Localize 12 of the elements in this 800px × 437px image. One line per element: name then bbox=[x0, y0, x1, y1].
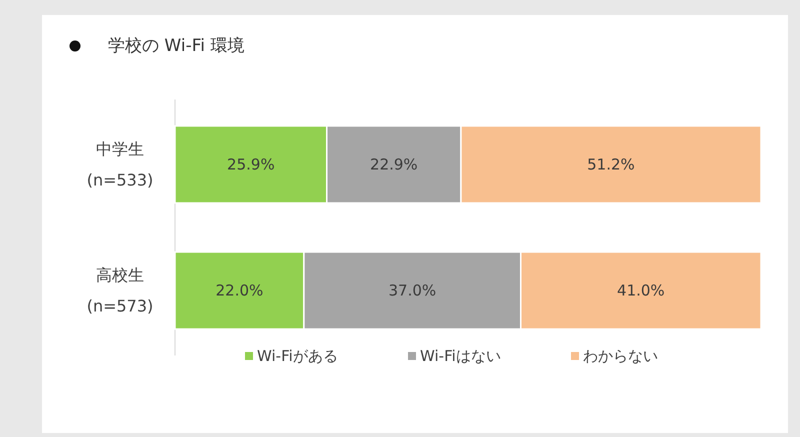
y-tick-label: 中学生 (n=533) bbox=[86, 139, 154, 190]
data-label: 37.0% bbox=[388, 282, 436, 300]
data-label: 41.0% bbox=[617, 282, 665, 300]
legend-label: わからない bbox=[583, 347, 658, 365]
data-label: 22.9% bbox=[370, 155, 418, 174]
y-tick-label: 高校生 (n=573) bbox=[86, 266, 154, 316]
data-label: 22.0% bbox=[216, 282, 264, 300]
data-label: 25.9% bbox=[227, 155, 275, 174]
data-label: 51.2% bbox=[587, 155, 635, 174]
legend-label: Wi-Fiがある bbox=[257, 347, 338, 365]
chart-title: 学校の Wi-Fi 環境 bbox=[108, 36, 244, 56]
legend-label: Wi-Fiはない bbox=[420, 347, 501, 365]
